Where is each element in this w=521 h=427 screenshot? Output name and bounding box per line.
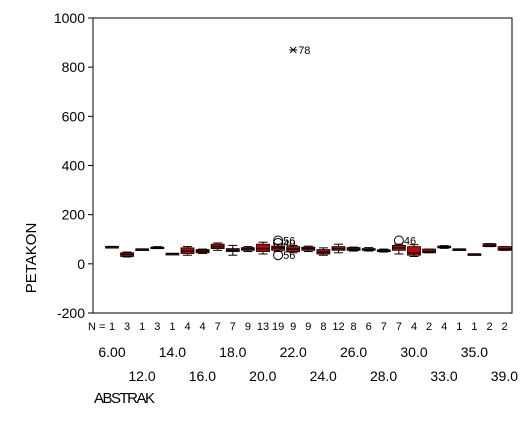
y-axis-label: PETAKON [23,223,40,294]
axis-labels: PETAKON ABSTRAK N = 1 3 1 3 1 4 4 7 7 9 13 19 9 9 8 12 8… [23,223,518,407]
box-3 [135,248,150,251]
box-17 [346,246,361,252]
y-tick-label: 600 [62,108,86,124]
n-count-value: 7 [396,321,402,333]
outlier-circle [393,235,404,246]
n-count-value: 12 [332,321,344,333]
box-body [407,246,421,256]
n-count-value: 6 [366,321,372,333]
x-category-label-row1: 26.0 [340,344,367,360]
x-category-label-row2: 16.0 [189,368,216,384]
y-tick-label: 1000 [54,10,85,26]
outlier-case-label: 56 [283,235,295,247]
box-22 [422,248,437,254]
plot-area-border [92,17,513,314]
x-category-label-row2: 28.0 [370,368,397,384]
n-count-value: 9 [245,321,251,333]
plot-frame [92,17,513,314]
box-15 [316,247,331,256]
n-count-value: 8 [351,321,357,333]
outlier-case-label: 56 [283,250,295,262]
n-count-value: 9 [290,321,296,333]
x-category-label-row1: 14.0 [159,344,186,360]
x-category-label-row1: 35.0 [461,344,488,360]
box-14 [301,245,316,253]
outlier-case-label: 40 [283,238,295,250]
box-5 [165,252,180,256]
n-count-value: 8 [320,321,326,333]
x-category-label-row2: 24.0 [310,368,337,384]
box-series [105,241,512,258]
box-9 [225,244,240,256]
box-23 [437,245,452,249]
box-21 [407,244,421,257]
box-25 [467,253,482,256]
n-count-value: 7 [381,321,387,333]
y-tick-label: -200 [57,305,85,321]
outlier-star-mark [289,46,297,54]
box-8 [210,242,225,251]
n-count-value: 4 [411,321,417,333]
box-6 [180,246,195,256]
box-26 [482,243,497,248]
box-1 [105,245,119,249]
n-count-value: 1 [169,321,175,333]
box-24 [452,248,467,251]
n-count-value: 1 [109,321,115,333]
outlier-case-label: 46 [404,235,416,247]
n-count-value: 4 [441,321,447,333]
y-tick-label: 200 [62,207,86,223]
n-count-value: 13 [257,321,269,333]
y-tick-label: 800 [62,59,86,75]
outlier-case-label: 78 [298,45,310,57]
n-count-value: 4 [200,321,206,333]
n-count-value: 4 [184,321,190,333]
outlier-circle [273,250,284,261]
box-2 [120,251,134,258]
box-10 [240,246,255,253]
n-count-value: 1 [456,321,462,333]
x-category-label-row2: 12.0 [128,368,155,384]
n-count-value: 1 [139,321,145,333]
n-count-value: 19 [272,321,284,333]
box-27 [497,246,512,251]
outlier-circle [273,235,284,246]
y-tick-label: 400 [62,158,86,174]
n-count-label: N = [88,321,105,333]
box-13 [286,244,301,254]
outlier-circle [273,237,284,248]
x-category-label-row1: 30.0 [400,344,427,360]
n-count-value: 2 [502,321,508,333]
box-16 [331,243,346,254]
n-count-value: 7 [230,321,236,333]
x-category-label-row1: 18.0 [219,344,246,360]
n-count-value: 2 [486,321,492,333]
x-category-label-row1: 6.00 [98,344,125,360]
box-19 [376,248,391,253]
n-count-value: 3 [154,321,160,333]
box-11 [256,241,270,255]
box-18 [361,247,376,252]
axes: -200 0 200 400 600 800 1000 [54,10,93,321]
x-axis-label: ABSTRAK [94,390,155,407]
n-count-value: 7 [215,321,221,333]
n-count-value: 9 [305,321,311,333]
box-7 [195,248,210,255]
x-category-label-row2: 39.0 [491,368,518,384]
y-tick-label: 0 [77,256,85,272]
x-category-label-row1: 22.0 [280,344,307,360]
x-category-label-row2: 20.0 [249,368,276,384]
n-count-value: 3 [124,321,130,333]
n-count-value: 2 [426,321,432,333]
n-count-value: 1 [471,321,477,333]
box-4 [150,246,165,250]
x-category-label-row2: 33.0 [430,368,457,384]
